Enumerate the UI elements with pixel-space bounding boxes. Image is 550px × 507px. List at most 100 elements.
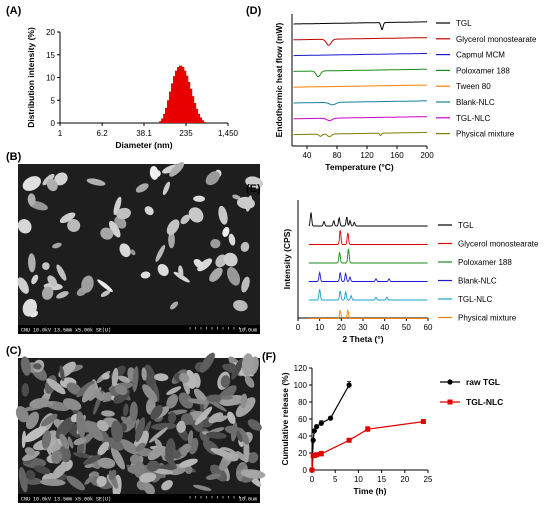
sem-particle — [22, 450, 40, 462]
y-tick-label-f: 80 — [298, 398, 307, 407]
sem-particle — [46, 178, 58, 192]
x-tick-label-a: 6.2 — [97, 129, 109, 138]
sem-particle — [188, 207, 204, 223]
sem-particle — [108, 220, 121, 238]
distribution-bar — [196, 113, 201, 123]
x-tick-label-f: 25 — [424, 475, 433, 484]
sem-particle — [135, 417, 146, 442]
x-tick-label-f: 5 — [333, 475, 338, 484]
sem-particle — [110, 446, 125, 470]
sem-particle — [59, 212, 76, 224]
sem-particle — [144, 206, 154, 216]
panel-f-release: (F) 0 20 40 60 80 100 120 0 5 10 15 20 25 raw TGL TGL-N… — [262, 351, 503, 496]
sem-particle — [236, 196, 255, 210]
sem-particle — [150, 405, 163, 420]
sem-particle — [15, 406, 29, 423]
sem-particle — [73, 437, 87, 446]
distribution-bar — [194, 108, 199, 123]
sem-particle — [135, 442, 146, 452]
data-point-circle — [327, 415, 334, 421]
legend-label-e: Blank-NLC — [458, 277, 497, 286]
sem-particle — [149, 165, 159, 180]
distribution-bar — [161, 118, 165, 123]
sem-particle — [247, 419, 262, 431]
x-axis-label-a: Diameter (nm) — [115, 140, 172, 150]
y-axis-label-a: Distribution intensity (%) — [26, 27, 36, 128]
sem-particle — [40, 413, 58, 427]
sem-particle — [218, 460, 228, 471]
sem-particle — [222, 226, 230, 237]
sem-particle — [236, 463, 246, 471]
distribution-bar — [170, 83, 175, 123]
distribution-bar — [172, 76, 177, 123]
sem-particle — [245, 176, 263, 189]
distribution-bar — [165, 107, 169, 123]
sem-particle — [151, 422, 177, 431]
sem-particle — [193, 388, 208, 405]
sem-particle — [96, 420, 109, 432]
sem-particle — [129, 401, 138, 422]
sem-particle — [52, 242, 62, 249]
legend-label-d: Glycerol monostearate — [456, 35, 537, 44]
x-tick-label-e: 20 — [337, 323, 346, 332]
sem-particle — [169, 162, 185, 177]
x-tick-label-d: 80 — [333, 151, 342, 160]
dsc-curve — [293, 131, 427, 138]
sem-particle — [176, 420, 185, 432]
y-tick-label-f: 40 — [298, 432, 307, 441]
sem-particle — [106, 437, 124, 451]
legend-label-d: TGL-NLC — [456, 114, 490, 123]
sem-particle — [17, 277, 29, 294]
sem-particle — [86, 178, 106, 186]
sem-particle — [231, 358, 244, 380]
xrd-pattern — [308, 248, 428, 264]
x-tick-label-a: 38.1 — [136, 129, 152, 138]
sem-particle — [66, 382, 82, 395]
sem-particle — [154, 373, 169, 382]
sem-particle — [114, 384, 128, 396]
distribution-bar — [166, 100, 171, 123]
distribution-bar — [180, 67, 185, 123]
y-tick-label-f: 0 — [303, 466, 308, 475]
panel-d-dsc: (D) 40 80 120 160 200 TGL Glycerol monostearate… — [246, 5, 537, 172]
data-point-circle — [346, 382, 352, 388]
sem-particle — [84, 474, 95, 485]
dsc-curve — [293, 116, 427, 122]
x-tick-label-e: 60 — [424, 323, 433, 332]
sem-particle — [42, 173, 55, 186]
sem-particle — [135, 183, 149, 193]
data-point-circle — [310, 437, 316, 443]
sem-particle — [210, 238, 221, 249]
xrd-pattern — [308, 308, 428, 319]
xrd-pattern — [308, 289, 428, 301]
x-tick-label-d: 40 — [303, 151, 312, 160]
sem-particle — [90, 471, 100, 477]
legend-label-d: Physical mixture — [456, 130, 515, 139]
sem-particle — [147, 445, 165, 461]
distribution-bar — [163, 113, 167, 123]
y-axis-label-d: Endothermic heat flow (mW) — [274, 22, 284, 137]
sem-particle — [18, 466, 28, 493]
data-point-circle — [314, 424, 320, 430]
sem-particle — [205, 473, 222, 480]
sem-particle — [162, 181, 170, 196]
sem-particle — [127, 465, 146, 474]
sem-particle — [120, 416, 135, 428]
sem-particle — [219, 395, 234, 400]
x-tick-label-e: 50 — [402, 323, 411, 332]
sem-particle — [227, 411, 236, 424]
sem-particle — [26, 470, 36, 480]
sem-particle — [216, 385, 237, 404]
y-axis-label-f: Cumulative release (%) — [280, 372, 290, 465]
data-point-circle — [318, 420, 324, 426]
y-tick-label-a: 15 — [46, 51, 55, 60]
sem-particle — [41, 286, 54, 300]
sem-particle — [187, 430, 194, 445]
x-tick-label-a: 235 — [179, 129, 193, 138]
sem-particle — [172, 449, 181, 459]
panel-label-e: (E) — [246, 183, 261, 195]
panel-label-b: (B) — [6, 151, 22, 163]
sem-particle — [76, 411, 86, 438]
sem-particle — [228, 233, 236, 246]
distribution-bar — [184, 75, 189, 123]
